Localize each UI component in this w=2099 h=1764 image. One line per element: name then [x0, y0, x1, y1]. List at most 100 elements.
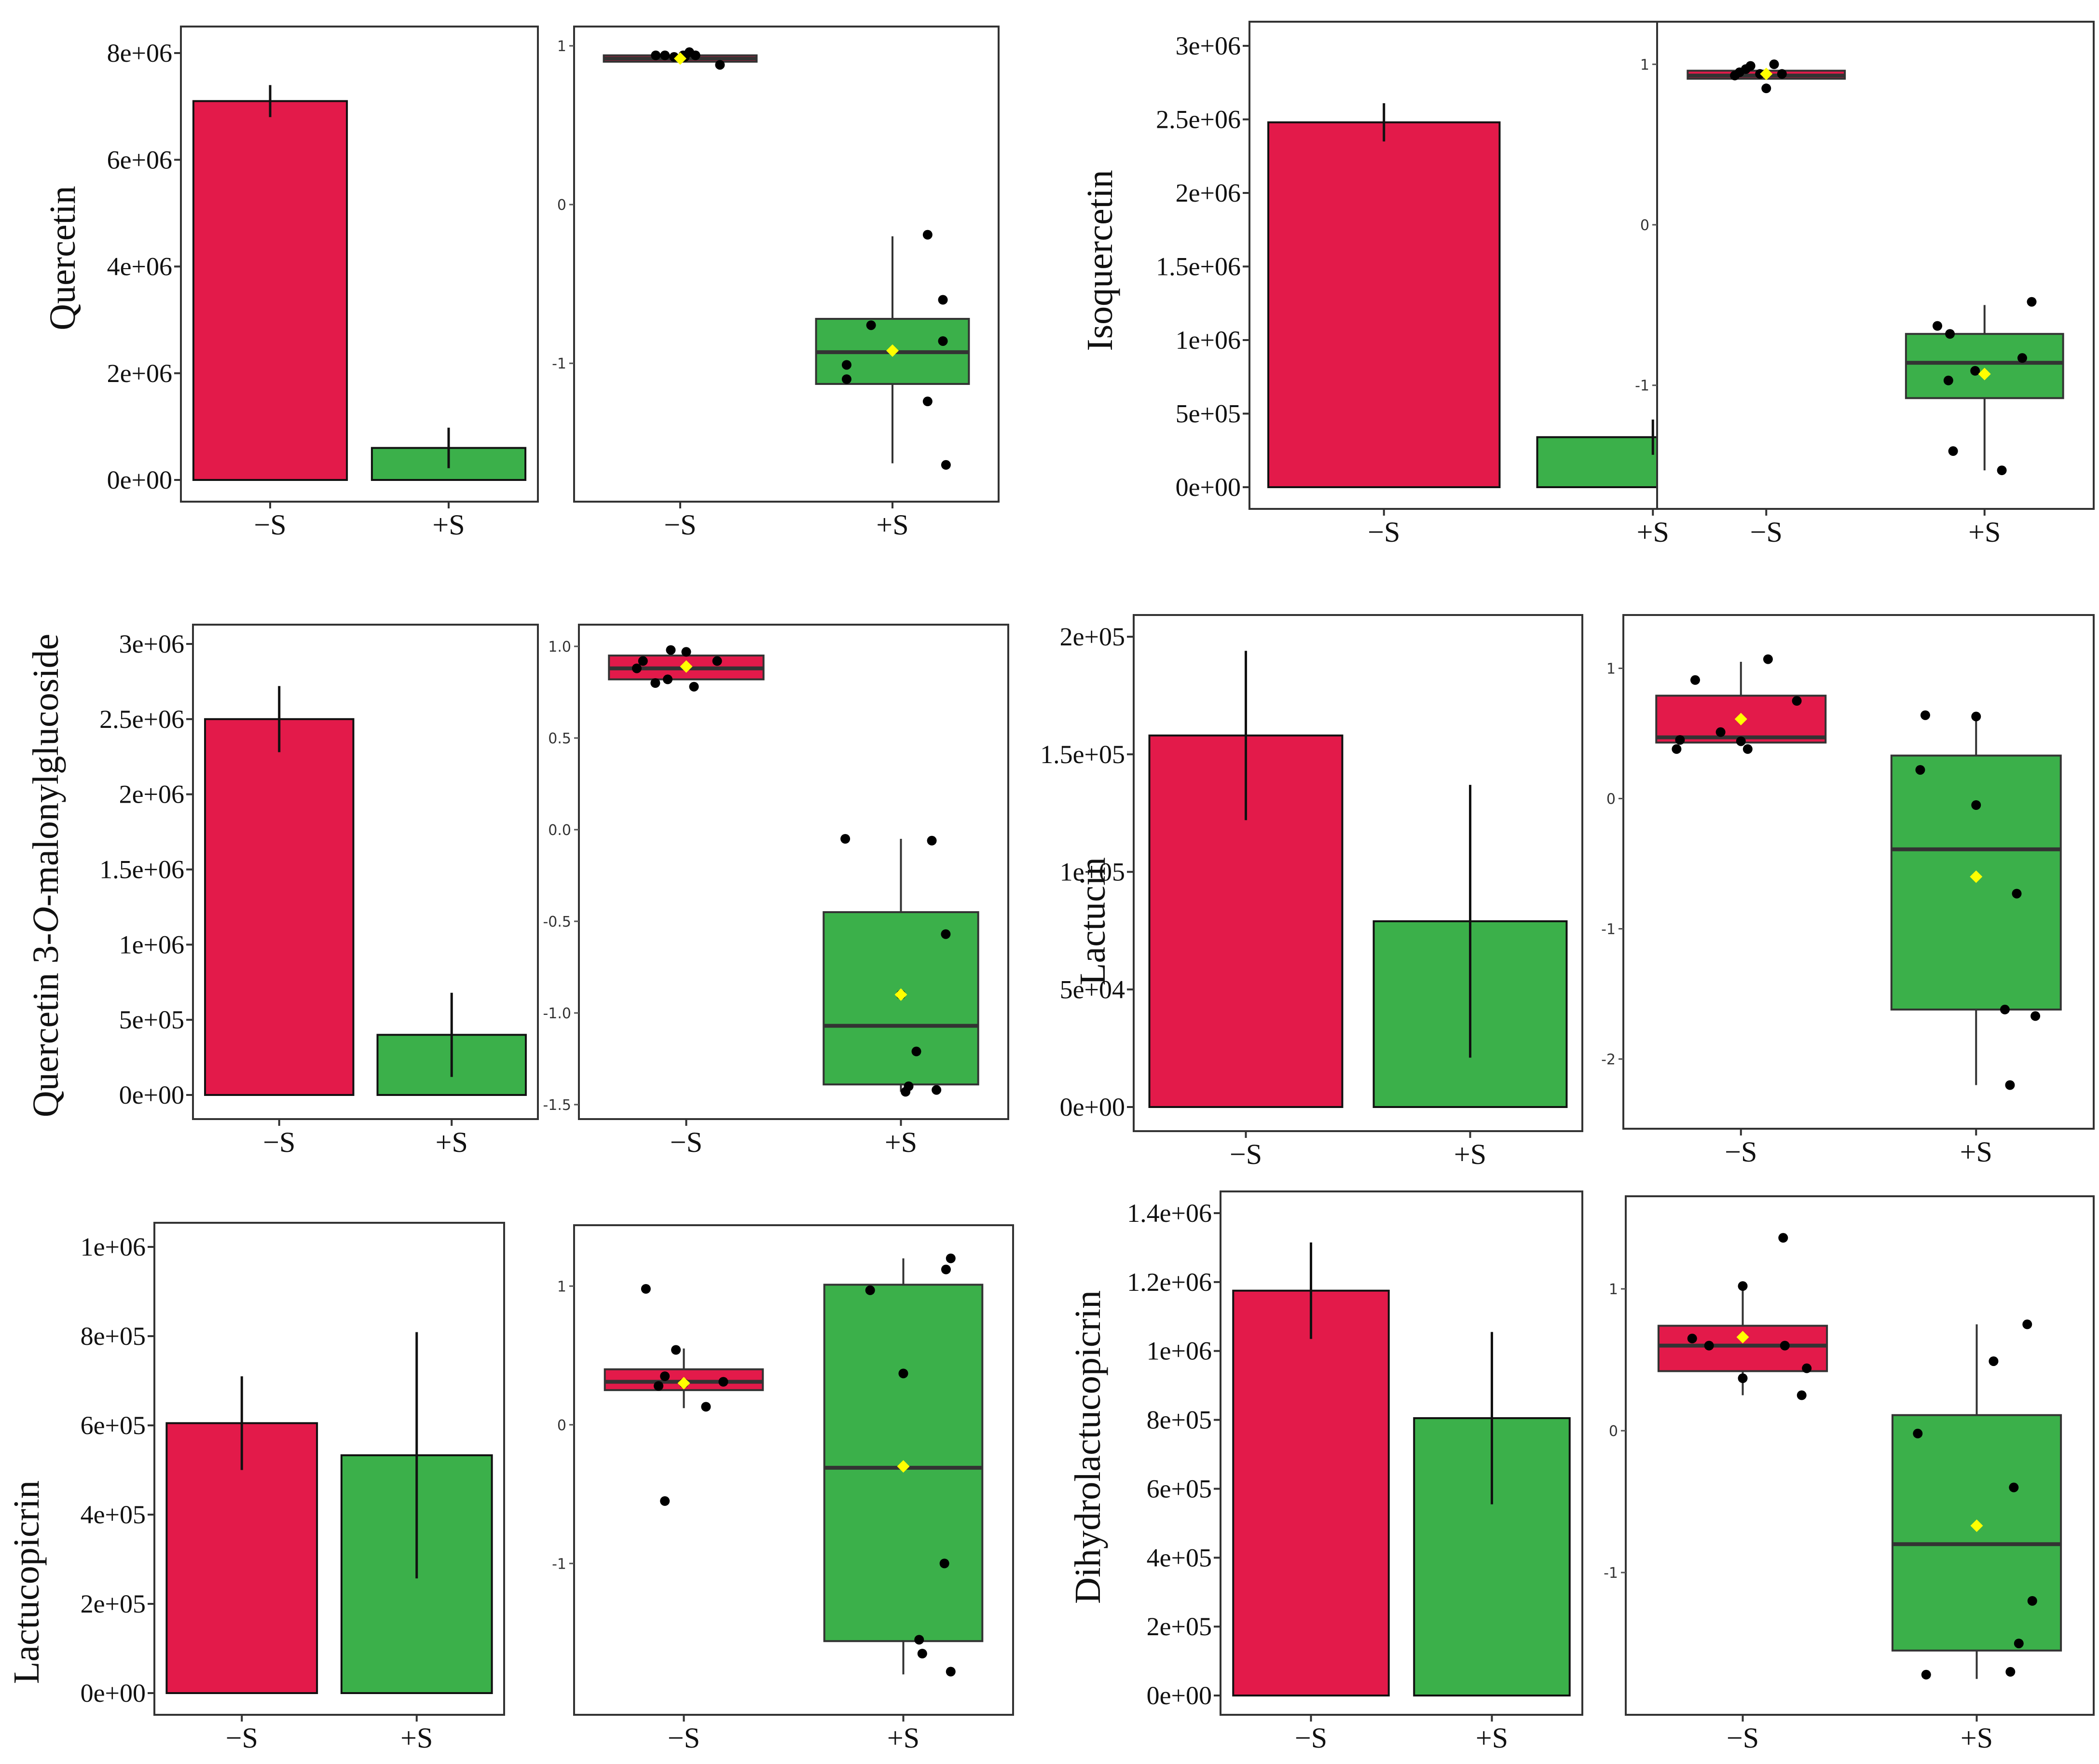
bar-y-tick-label: 2e+06 [1176, 178, 1241, 207]
bar-y-tick-label: 1e+06 [119, 930, 184, 959]
data-point [2005, 1667, 2016, 1677]
bar-y-tick-label: 1.4e+06 [1127, 1199, 1212, 1228]
box-x-tick-label: −S [668, 1722, 700, 1754]
bar-x-tick-label: +S [1454, 1138, 1486, 1170]
box-y-tick-label: 0 [557, 197, 566, 214]
data-point [1997, 465, 2007, 476]
box-y-tick-label: -1 [1601, 921, 1616, 938]
box-y-tick-label: -0.5 [543, 914, 571, 930]
mean-marker [894, 988, 907, 1001]
y-axis-label: Isoquercetin [1080, 170, 1120, 351]
data-point [660, 1496, 670, 1506]
bar-x-tick-label: +S [436, 1126, 468, 1158]
data-point [1777, 69, 1787, 79]
bar-y-tick-label: 8e+06 [107, 39, 172, 68]
bar-y-tick-label: 3e+06 [119, 629, 184, 658]
data-point [638, 656, 648, 666]
data-point [866, 320, 876, 330]
bar-y-tick-label: 2.5e+06 [1156, 105, 1241, 134]
box-panel-frame [573, 26, 1000, 503]
data-point [1704, 1340, 1714, 1351]
box-y-tick-label: 0.0 [548, 822, 571, 839]
data-point [946, 1253, 956, 1263]
mean-marker [897, 1460, 910, 1473]
data-point [1945, 329, 1955, 339]
bar-y-tick-label: 3e+06 [1176, 31, 1241, 60]
data-point [840, 834, 851, 844]
data-point [2017, 353, 2027, 363]
bar-y-tick-label: 0e+00 [1060, 1093, 1125, 1121]
y-axis-label-part: O [26, 906, 66, 933]
bar-y-tick-label: 1.5e+06 [99, 855, 184, 884]
data-point [660, 1371, 670, 1381]
data-point [690, 50, 700, 60]
data-point [2027, 297, 2037, 307]
data-point [922, 230, 933, 240]
bar-y-tick-label: 4e+05 [81, 1500, 146, 1529]
y-axis-label: Lactucin [1072, 857, 1113, 985]
data-point [2030, 1011, 2041, 1021]
bar-x-tick-label: +S [1637, 516, 1669, 548]
y-axis-label: Dihydrolactucopicrin [1068, 1290, 1108, 1604]
box-y-tick-label: -1.0 [543, 1005, 571, 1022]
box-y-tick-label: 1.0 [548, 639, 571, 656]
bar-y-tick-label: 6e+05 [1147, 1474, 1212, 1503]
bar-minus-s [192, 100, 348, 481]
data-point [938, 295, 948, 305]
mean-marker [674, 52, 686, 65]
y-axis-label-part: -malonylglucoside [26, 634, 66, 907]
data-point [2005, 1080, 2015, 1090]
box-panel-frame [1656, 21, 2095, 510]
data-point [1769, 59, 1779, 69]
bar-y-tick-label: 2e+05 [1147, 1612, 1212, 1641]
data-point [1734, 67, 1744, 77]
data-point [1675, 735, 1685, 745]
bar-y-tick-label: 1.5e+06 [1156, 252, 1241, 281]
box-y-tick-label: 1 [1609, 1281, 1618, 1298]
box-x-tick-label: −S [670, 1126, 702, 1158]
mean-marker [677, 1377, 690, 1390]
bar-y-tick-label: 2e+05 [81, 1589, 146, 1618]
box-x-tick-label: −S [664, 509, 696, 541]
data-point [1797, 1390, 1807, 1400]
data-point [650, 678, 660, 688]
data-point [654, 1381, 664, 1391]
data-point [651, 50, 661, 60]
y-axis-label-part: Lactucin [1072, 857, 1113, 985]
y-axis-label-part: Quercetin 3- [26, 933, 66, 1117]
data-point [1913, 1428, 1923, 1438]
bar-y-tick-label: 4e+06 [107, 252, 172, 281]
box-x-tick-label: +S [1961, 1722, 1993, 1754]
data-point [941, 1264, 951, 1274]
data-point [2014, 1639, 2024, 1649]
box-y-tick-label: 1 [557, 38, 566, 55]
data-point [841, 360, 851, 370]
data-point [1763, 654, 1773, 664]
box-y-tick-label: 1 [1640, 56, 1649, 73]
bar-y-tick-label: 5e+04 [1060, 975, 1125, 1004]
bar-y-tick-label: 8e+05 [81, 1322, 146, 1351]
y-axis-label-part: Quercetin [42, 186, 83, 330]
data-point [898, 1368, 908, 1379]
bar-y-tick-label: 1.2e+06 [1127, 1268, 1212, 1297]
data-point [917, 1649, 927, 1659]
bar-y-tick-label: 6e+06 [107, 145, 172, 174]
box-x-tick-label: −S [1727, 1722, 1759, 1754]
data-point [1792, 696, 1802, 706]
box-y-tick-label: 0 [557, 1417, 566, 1434]
bar-y-tick-label: 4e+05 [1147, 1543, 1212, 1572]
metabolite-2: Isoquercetin 0e+00 5e+05 1e+06 1.5e+06 2e+06 2… [1080, 21, 2095, 548]
bar-x-tick-label: +S [400, 1722, 433, 1754]
data-point [865, 1285, 875, 1295]
bar-x-tick-label: −S [1230, 1138, 1262, 1170]
box-y-tick-label: -1 [1604, 1565, 1618, 1582]
data-point [663, 674, 673, 684]
box-y-tick-label: -1 [552, 356, 566, 372]
bar-y-tick-label: 0e+00 [119, 1080, 184, 1109]
data-point [681, 647, 691, 657]
bar-x-tick-label: −S [1295, 1722, 1327, 1754]
mean-marker [1970, 870, 1983, 883]
mean-marker [1970, 1519, 1983, 1532]
data-point [718, 1377, 728, 1387]
